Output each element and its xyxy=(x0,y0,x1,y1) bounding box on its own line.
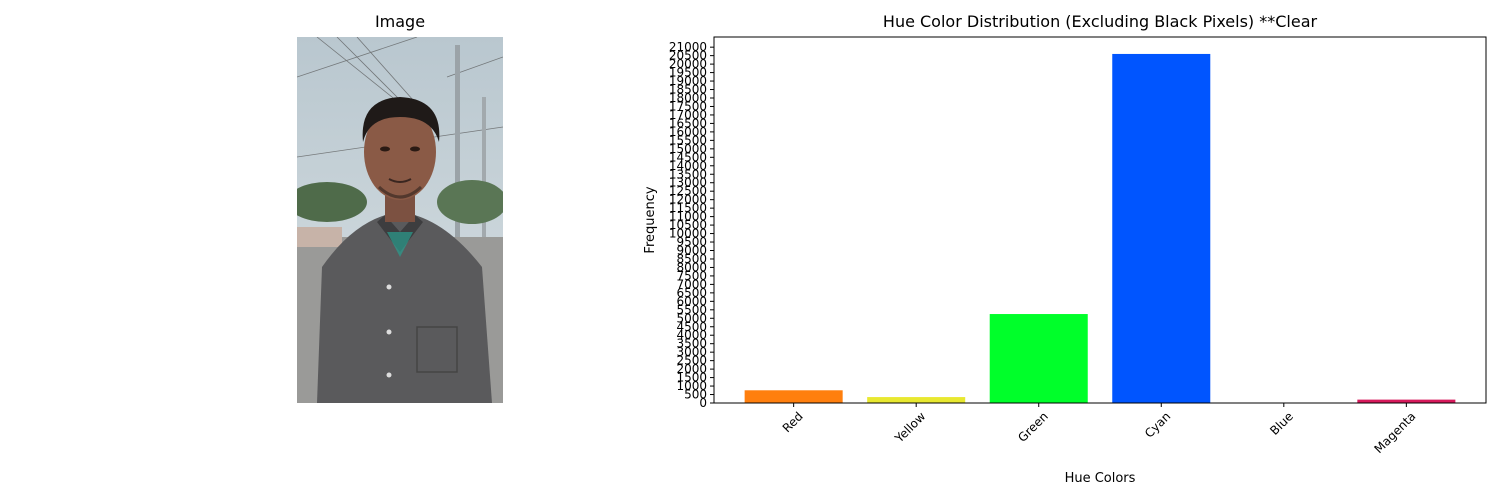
y-tick-label: 16000 xyxy=(669,125,707,139)
y-tick-label: 8500 xyxy=(676,252,707,266)
y-tick-label: 9500 xyxy=(676,235,707,249)
y-tick-label: 19500 xyxy=(669,66,707,80)
y-tick-label: 3000 xyxy=(676,345,707,359)
y-tick-label: 14500 xyxy=(669,150,707,164)
y-tick-label: 19000 xyxy=(669,74,707,88)
y-tick-label: 16500 xyxy=(669,116,707,130)
image-panel-title: Image xyxy=(374,12,426,31)
y-tick-label: 4000 xyxy=(676,328,707,342)
y-tick-label: 6500 xyxy=(676,286,707,300)
y-tick-label: 0 xyxy=(699,396,707,410)
y-tick-label: 13500 xyxy=(669,167,707,181)
y-tick-label: 14000 xyxy=(669,159,707,173)
y-tick-label: 6000 xyxy=(676,294,707,308)
x-tick-label-blue: Blue xyxy=(1267,409,1296,438)
y-tick-label: 11500 xyxy=(669,201,707,215)
y-tick-label: 12500 xyxy=(669,184,707,198)
x-axis-label: Hue Colors xyxy=(1065,471,1136,486)
portrait-photo xyxy=(297,37,503,403)
y-axis-label: Frequency xyxy=(643,186,658,253)
y-tick-label: 15000 xyxy=(669,142,707,156)
y-tick-label: 4500 xyxy=(676,320,707,334)
bar-cyan xyxy=(1112,53,1211,403)
y-tick-label: 5500 xyxy=(676,303,707,317)
y-tick-label: 500 xyxy=(684,388,707,402)
bar-red xyxy=(744,390,843,403)
y-tick-label: 10000 xyxy=(669,227,707,241)
y-tick-label: 17500 xyxy=(669,99,707,113)
x-tick-label-red: Red xyxy=(780,409,806,435)
y-tick-label: 21000 xyxy=(669,40,707,54)
y-tick-label: 2000 xyxy=(676,362,707,376)
plot-frame xyxy=(713,36,1487,404)
y-tick-label: 18500 xyxy=(669,83,707,97)
y-tick-label: 1000 xyxy=(676,379,707,393)
y-tick-label: 5000 xyxy=(676,311,707,325)
y-tick-label: 7000 xyxy=(676,277,707,291)
y-tick-label: 18000 xyxy=(669,91,707,105)
y-tick-label: 17000 xyxy=(669,108,707,122)
x-tick-label-yellow: Yellow xyxy=(892,409,929,446)
y-tick-label: 7500 xyxy=(676,269,707,283)
y-tick-label: 9000 xyxy=(676,244,707,258)
y-tick-label: 11000 xyxy=(669,210,707,224)
y-tick-label: 8000 xyxy=(676,260,707,274)
y-tick-label: 12000 xyxy=(669,193,707,207)
y-tick-label: 15500 xyxy=(669,133,707,147)
y-tick-label: 13000 xyxy=(669,176,707,190)
bar-magenta xyxy=(1357,399,1456,403)
y-tick-label: 20500 xyxy=(669,49,707,63)
y-tick-label: 2500 xyxy=(676,354,707,368)
y-tick-label: 20000 xyxy=(669,57,707,71)
x-tick-label-magenta: Magenta xyxy=(1372,409,1419,456)
bar-green xyxy=(989,314,1088,403)
y-tick-label: 3500 xyxy=(676,337,707,351)
chart-title: Hue Color Distribution (Excluding Black … xyxy=(882,12,1318,31)
x-tick-label-green: Green xyxy=(1015,409,1051,445)
bar-yellow xyxy=(867,397,966,403)
x-tick-label-cyan: Cyan xyxy=(1142,409,1173,440)
y-tick-label: 10500 xyxy=(669,218,707,232)
y-tick-label: 1500 xyxy=(676,371,707,385)
